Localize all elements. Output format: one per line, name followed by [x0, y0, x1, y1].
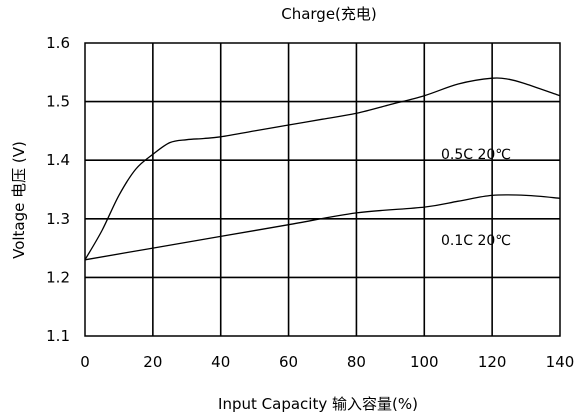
y-tick-label: 1.2 — [46, 268, 70, 286]
series-label-0: 0.5C 20℃ — [441, 147, 511, 163]
y-tick-label: 1.3 — [46, 210, 70, 228]
y-tick-label: 1.5 — [46, 93, 70, 111]
vertical-gridlines — [152, 43, 493, 336]
x-axis-label: Input Capacity 输入容量(%) — [218, 395, 418, 413]
series-line-1 — [84, 194, 561, 261]
series-labels: 0.5C 20℃ 0.1C 20℃ — [441, 147, 511, 249]
x-tick-label: 60 — [279, 353, 298, 371]
x-tick-label: 100 — [410, 353, 439, 371]
y-tick-labels: 1.1 1.2 1.3 1.4 1.5 1.6 — [46, 34, 70, 345]
x-tick-label: 140 — [546, 353, 575, 371]
y-tick-label: 1.1 — [46, 327, 70, 345]
y-tick-label: 1.6 — [46, 34, 70, 52]
y-axis-label: Voltage 电压 (V) — [10, 141, 28, 259]
x-tick-label: 120 — [478, 353, 507, 371]
chart-title: Charge(充电) — [281, 5, 377, 23]
x-tick-label: 80 — [347, 353, 366, 371]
series-line-0 — [84, 77, 561, 261]
series-label-1: 0.1C 20℃ — [441, 233, 511, 249]
plot-frame — [84, 42, 561, 337]
x-tick-labels: 0 20 40 60 80 100 120 140 — [80, 353, 574, 371]
x-tick-label: 0 — [80, 353, 90, 371]
series-lines — [84, 77, 561, 261]
horizontal-gridlines — [85, 100, 560, 279]
y-tick-label: 1.4 — [46, 151, 70, 169]
x-tick-label: 20 — [143, 353, 162, 371]
x-tick-label: 40 — [211, 353, 230, 371]
